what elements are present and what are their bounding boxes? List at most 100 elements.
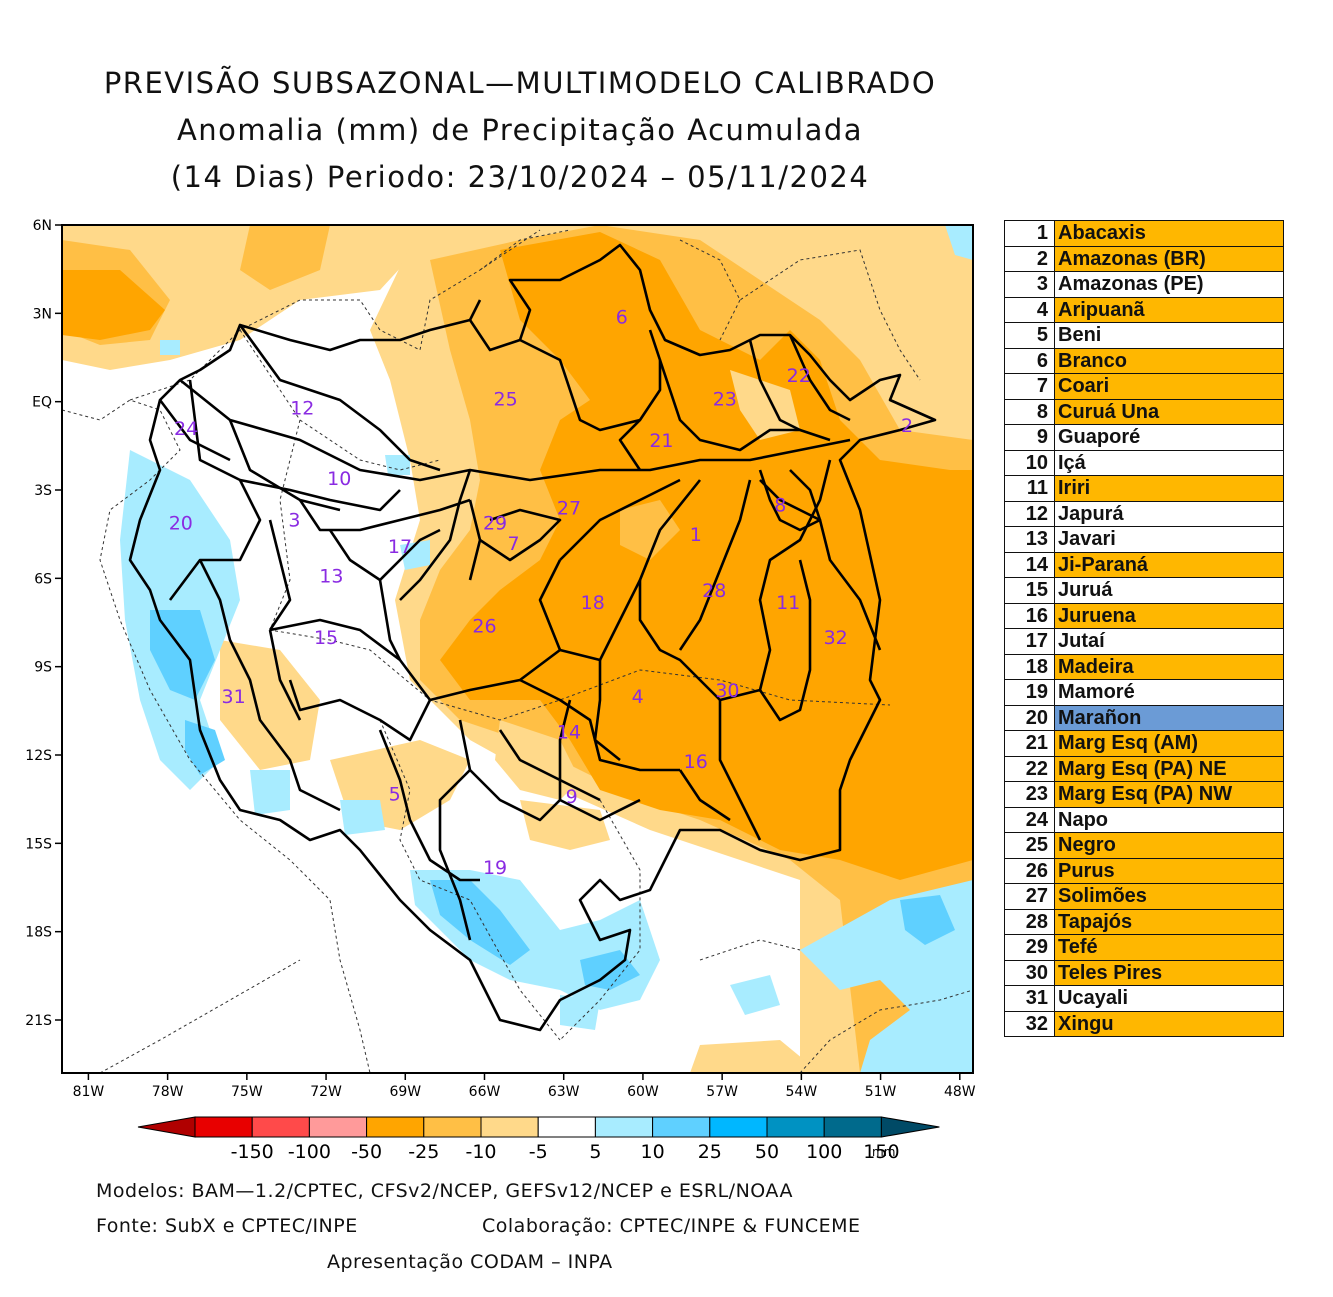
legend-basin-name: Madeira — [1054, 653, 1284, 680]
legend-basin-name: Marg Esq (PA) NW — [1054, 781, 1284, 808]
legend-number: 5 — [1004, 322, 1055, 349]
colorbar-cell — [308, 1116, 368, 1138]
legend-number: 21 — [1004, 730, 1055, 757]
legend-number: 10 — [1004, 449, 1055, 476]
legend-basin-name: Xingu — [1054, 1010, 1284, 1037]
lat-tick-label: 9S — [34, 660, 52, 676]
colorbar-low-arrow — [137, 1116, 196, 1138]
legend-row: 10 Içá — [1004, 449, 1284, 476]
basin-number-label: 32 — [824, 627, 848, 649]
legend-basin-name: Jutaí — [1054, 628, 1284, 655]
legend-number: 28 — [1004, 908, 1055, 935]
legend-row: 22 Marg Esq (PA) NE — [1004, 755, 1284, 782]
colorbar-cell — [366, 1116, 425, 1138]
colorbar-high-arrow — [880, 1116, 940, 1138]
basin-number-label: 17 — [388, 536, 412, 558]
lat-tick-label: 6N — [33, 218, 52, 234]
basin-legend-table: 1 Abacaxis 2 Amazonas (BR) 3 Amazonas (PE) 4 Ar… — [1004, 220, 1284, 1037]
basin-number-label: 8 — [774, 495, 786, 517]
colorbar-cell — [594, 1116, 654, 1138]
legend-row: 3 Amazonas (PE) — [1004, 271, 1284, 298]
basin-number-label: 9 — [566, 786, 578, 808]
legend-basin-name: Amazonas (PE) — [1054, 271, 1284, 298]
legend-basin-name: Mamoré — [1054, 679, 1284, 706]
legend-row: 1 Abacaxis — [1004, 220, 1284, 247]
legend-row: 6 Branco — [1004, 347, 1284, 374]
legend-basin-name: Juruá — [1054, 577, 1284, 604]
basin-number-label: 16 — [684, 751, 708, 773]
legend-number: 29 — [1004, 934, 1055, 961]
colorbar-label: 25 — [698, 1141, 722, 1163]
basin-number-label: 7 — [507, 533, 519, 555]
legend-number: 1 — [1004, 220, 1055, 247]
legend-basin-name: Guaporé — [1054, 424, 1284, 451]
legend-number: 17 — [1004, 628, 1055, 655]
basin-number-label: 22 — [787, 365, 811, 387]
basin-number-label: 12 — [290, 398, 314, 420]
legend-number: 22 — [1004, 755, 1055, 782]
legend-number: 19 — [1004, 679, 1055, 706]
legend-row: 7 Coari — [1004, 373, 1284, 400]
legend-number: 8 — [1004, 398, 1055, 425]
legend-number: 25 — [1004, 832, 1055, 859]
basin-number-label: 23 — [713, 389, 737, 411]
colorbar-label: 150 — [863, 1141, 899, 1163]
legend-number: 27 — [1004, 883, 1055, 910]
colorbar-cell — [652, 1116, 711, 1138]
legend-row: 16 Juruena — [1004, 602, 1284, 629]
legend-row: 28 Tapajós — [1004, 908, 1284, 935]
basin-number-label: 27 — [557, 498, 581, 520]
basin-number-label: 20 — [169, 512, 193, 534]
legend-number: 13 — [1004, 526, 1055, 553]
legend-number: 23 — [1004, 781, 1055, 808]
lon-tick-label: 72W — [310, 1084, 342, 1100]
colorbar-label: -100 — [288, 1141, 331, 1163]
lon-tick-label: 57W — [706, 1084, 738, 1100]
lon-tick-label: 51W — [865, 1084, 897, 1100]
legend-basin-name: Ji-Paraná — [1054, 551, 1284, 578]
lon-tick-label: 60W — [627, 1084, 659, 1100]
precipitation-anomaly-map: 6N 3N EQ 3S 6S 9S 12S 15S 18S 21S 81W 78W 75W 72W 69W 6… — [25, 218, 975, 1163]
legend-row: 11 Iriri — [1004, 475, 1284, 502]
basin-number-label: 15 — [314, 627, 338, 649]
legend-basin-name: Marg Esq (PA) NE — [1054, 755, 1284, 782]
legend-basin-name: Napo — [1054, 806, 1284, 833]
footer-source: Fonte: SubX e CPTEC/INPE — [96, 1215, 358, 1237]
legend-basin-name: Beni — [1054, 322, 1284, 349]
colorbar-label: 10 — [641, 1141, 665, 1163]
legend-row: 14 Ji-Paraná — [1004, 551, 1284, 578]
basin-number-label: 11 — [776, 592, 800, 614]
legend-number: 6 — [1004, 347, 1055, 374]
legend-row: 31 Ucayali — [1004, 985, 1284, 1012]
lon-tick-label: 81W — [73, 1084, 105, 1100]
legend-basin-name: Iriri — [1054, 475, 1284, 502]
lon-tick-label: 54W — [786, 1084, 818, 1100]
legend-row: 20 Marañon — [1004, 704, 1284, 731]
basin-outlines — [128, 243, 937, 1032]
legend-number: 26 — [1004, 857, 1055, 884]
legend-row: 29 Tefé — [1004, 934, 1284, 961]
basin-number-label: 24 — [174, 418, 198, 440]
colorbar-cell — [766, 1116, 825, 1138]
legend-row: 18 Madeira — [1004, 653, 1284, 680]
lon-tick-label: 63W — [548, 1084, 580, 1100]
legend-basin-name: Purus — [1054, 857, 1284, 884]
lat-tick-label: 3N — [33, 306, 52, 322]
legend-number: 14 — [1004, 551, 1055, 578]
basin-number-label: 4 — [632, 686, 644, 708]
lat-tick-label: 15S — [25, 836, 52, 852]
legend-row: 15 Juruá — [1004, 577, 1284, 604]
legend-basin-name: Teles Pires — [1054, 959, 1284, 986]
basin-number-label: 26 — [472, 615, 496, 637]
legend-number: 9 — [1004, 424, 1055, 451]
basin-number-label: 18 — [581, 592, 605, 614]
legend-basin-name: Ucayali — [1054, 985, 1284, 1012]
basin-number-label: 2 — [901, 415, 913, 437]
legend-basin-name: Amazonas (BR) — [1054, 245, 1284, 272]
basin-number-label: 14 — [557, 721, 581, 743]
colorbar-cell — [709, 1116, 768, 1138]
legend-row: 2 Amazonas (BR) — [1004, 245, 1284, 272]
colorbar-label: -25 — [408, 1141, 439, 1163]
legend-basin-name: Juruena — [1054, 602, 1284, 629]
